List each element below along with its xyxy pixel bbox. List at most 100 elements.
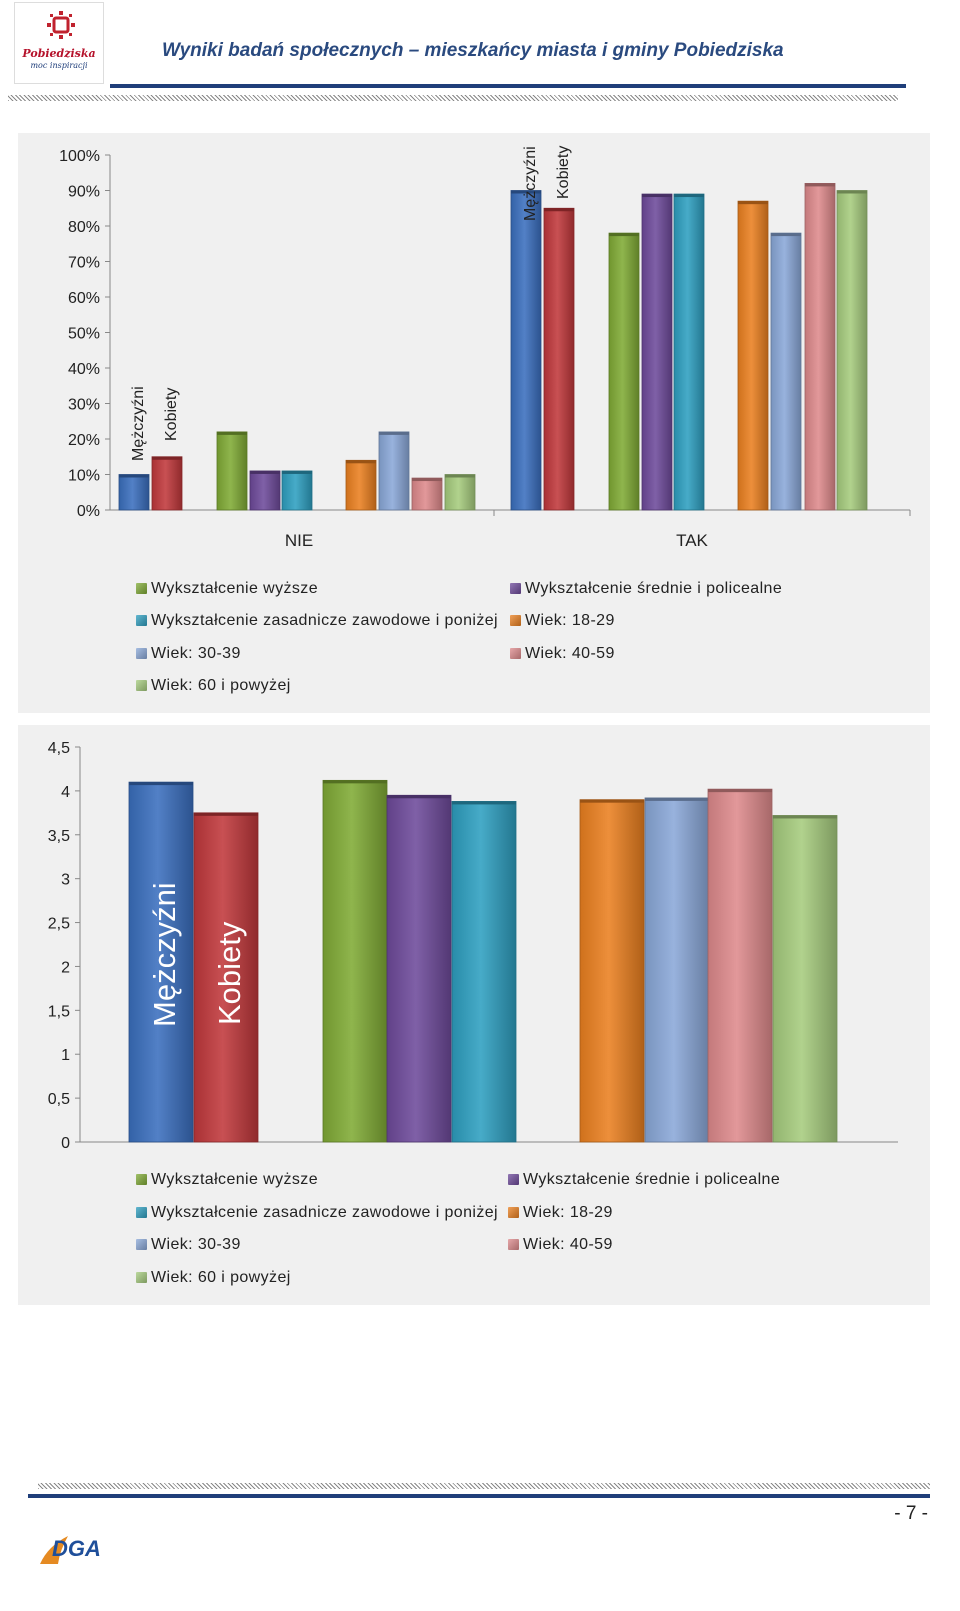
c1-legend-swatch <box>136 648 147 659</box>
c2-y-tick-label: 4 <box>61 784 70 801</box>
c1-bar-m-czy-ni <box>118 474 150 511</box>
page-number: - 7 - <box>894 1503 928 1524</box>
c1-legend-label: Wiek: 30-39 <box>151 645 241 662</box>
logo-text: Pobiedziska <box>22 47 96 60</box>
c2-bar-cap <box>387 795 451 799</box>
c1-legend-label: Wiek: 60 i powyżej <box>151 677 291 694</box>
c2-legend-swatch <box>508 1239 519 1250</box>
c1-y-tick-label: 100% <box>59 148 100 165</box>
c1-legend-swatch <box>510 583 521 594</box>
c2-bar-label: Mężczyźni <box>147 882 182 1027</box>
c1-bar-cap <box>609 233 639 237</box>
c2-y-tick-label: 1 <box>61 1047 70 1064</box>
c1-bar-cap <box>674 194 704 198</box>
c1-bar-wiek-60-i-powy-ej <box>836 190 868 511</box>
chart-panel-2: 0 0,5 1 1,5 2 2,5 3 3,5 4 4,5 Mężczyźni Kobiety Wyk… <box>18 725 930 1305</box>
chart-panel-1: 0% 10% 20% 30% 40% 50% 60% 70% 80% 90% 100% NIE TAK M… <box>18 133 930 713</box>
c2-legend-swatch <box>136 1207 147 1218</box>
c1-bar-wiek-18-29 <box>345 459 377 511</box>
c1-bar-cap <box>445 474 475 478</box>
c2-bar-wykszta-cenie-rednie-i-policealne <box>386 794 452 1143</box>
dga-logo: DGA <box>40 1536 101 1564</box>
c1-bar-cap <box>738 201 768 205</box>
c2-y-tick-label: 0 <box>61 1135 70 1152</box>
c2-legend-label: Wykształcenie zasadnicze zawodowe i poni… <box>151 1204 498 1221</box>
c1-bar-wiek-60-i-powy-ej <box>444 474 476 511</box>
c1-y-tick-label: 50% <box>68 326 100 343</box>
c1-bar-cap <box>119 474 149 478</box>
c1-legend-swatch <box>510 615 521 626</box>
c1-legend-label: Wiek: 40-59 <box>525 645 615 662</box>
c1-legend-swatch <box>136 615 147 626</box>
c1-bar-wykszta-cenie-wy-sze <box>608 232 640 511</box>
c2-legend-swatch <box>508 1174 519 1185</box>
footer-rule <box>28 1494 930 1498</box>
c2-legend-label: Wykształcenie wyższe <box>151 1171 319 1188</box>
footer-hatch <box>38 1483 930 1489</box>
c2-y-tick-label: 2 <box>61 959 70 976</box>
c1-category-label: NIE <box>285 531 313 550</box>
c2-y-tick-label: 0,5 <box>48 1091 70 1108</box>
c2-bar-cap <box>452 801 516 805</box>
logo-mark-icon <box>47 11 75 39</box>
c1-bar-label: Kobiety <box>163 388 180 441</box>
c2-y-tick-label: 3 <box>61 872 70 889</box>
c1-bar-wykszta-cenie-zasadnicze-zawodowe-i-poni-ej <box>281 470 313 511</box>
c1-legend-label: Wiek: 18-29 <box>525 612 615 629</box>
c1-bar-cap <box>544 208 574 212</box>
c2-bar-kobiety <box>193 812 259 1143</box>
c1-bar-wiek-30-39 <box>378 431 410 511</box>
c2-y-tick-label: 2,5 <box>48 916 70 933</box>
c2-bar-wiek-40-59 <box>707 788 773 1143</box>
c1-bar-kobiety <box>151 456 183 511</box>
c1-bar-wykszta-cenie-zasadnicze-zawodowe-i-poni-ej <box>673 193 705 511</box>
c2-bar-cap <box>773 815 837 819</box>
c1-bar-label: Kobiety <box>555 146 572 199</box>
c1-y-tick-label: 80% <box>68 219 100 236</box>
c1-legend-label: Wykształcenie wyższe <box>151 580 319 597</box>
page-title: Wyniki badań społecznych – mieszkańcy mi… <box>162 40 784 61</box>
c1-y-tick-label: 30% <box>68 397 100 414</box>
c2-legend-swatch <box>508 1207 519 1218</box>
c2-legend-label: Wiek: 40-59 <box>523 1236 613 1253</box>
c2-bar-cap <box>129 782 193 786</box>
c1-y-tick-label: 10% <box>68 468 100 485</box>
c1-bar-cap <box>379 431 409 435</box>
c1-bar-cap <box>837 190 867 194</box>
c1-legend-swatch <box>136 583 147 594</box>
c1-bar-wiek-40-59 <box>804 183 836 511</box>
c1-bar-cap <box>250 470 280 474</box>
c1-bar-cap <box>511 190 541 194</box>
chart-2-legend: Wykształcenie wyższe Wykształcenie średni… <box>18 1171 930 1301</box>
page-header: Pobiedziska moc inspiracji Wyniki badań … <box>0 0 960 110</box>
c1-category-label: TAK <box>676 531 708 550</box>
c1-bar-cap <box>771 233 801 237</box>
c1-bar-label: Mężczyźni <box>130 386 147 461</box>
c1-bar-label: Mężczyźni <box>522 146 539 221</box>
c1-bar-cap <box>152 456 182 460</box>
c2-legend-swatch <box>136 1174 147 1185</box>
c2-bar-cap <box>645 797 709 801</box>
c1-bar-kobiety <box>543 207 575 511</box>
c2-legend-label: Wykształcenie średnie i policealne <box>523 1171 781 1188</box>
c2-bar-m-czy-ni <box>128 781 194 1143</box>
c1-y-tick-label: 0% <box>77 503 100 520</box>
c1-legend-label: Wykształcenie zasadnicze zawodowe i poni… <box>151 612 498 629</box>
c1-y-tick-label: 70% <box>68 255 100 272</box>
dga-logo-text: DGA <box>52 1536 101 1561</box>
c1-bar-wiek-18-29 <box>737 200 769 511</box>
c1-bar-wykszta-cenie-rednie-i-policealne <box>249 470 281 511</box>
c2-bar-cap <box>708 789 772 793</box>
c1-bar-wykszta-cenie-wy-sze <box>216 431 248 511</box>
c2-legend-label: Wiek: 18-29 <box>523 1204 613 1221</box>
logo-subtitle: moc inspiracji <box>30 61 88 70</box>
c1-bar-cap <box>805 183 835 187</box>
pobiedziska-logo: Pobiedziska moc inspiracji <box>14 2 104 84</box>
c2-bar-cap <box>323 780 387 784</box>
c1-bar-cap <box>217 431 247 435</box>
c1-bar-wykszta-cenie-rednie-i-policealne <box>641 193 673 511</box>
c1-bar-cap <box>642 194 672 198</box>
chart-1: 0% 10% 20% 30% 40% 50% 60% 70% 80% 90% 100% NIE TAK M… <box>59 146 911 550</box>
c1-y-tick-label: 20% <box>68 432 100 449</box>
c2-bar-wiek-18-29 <box>579 799 645 1143</box>
